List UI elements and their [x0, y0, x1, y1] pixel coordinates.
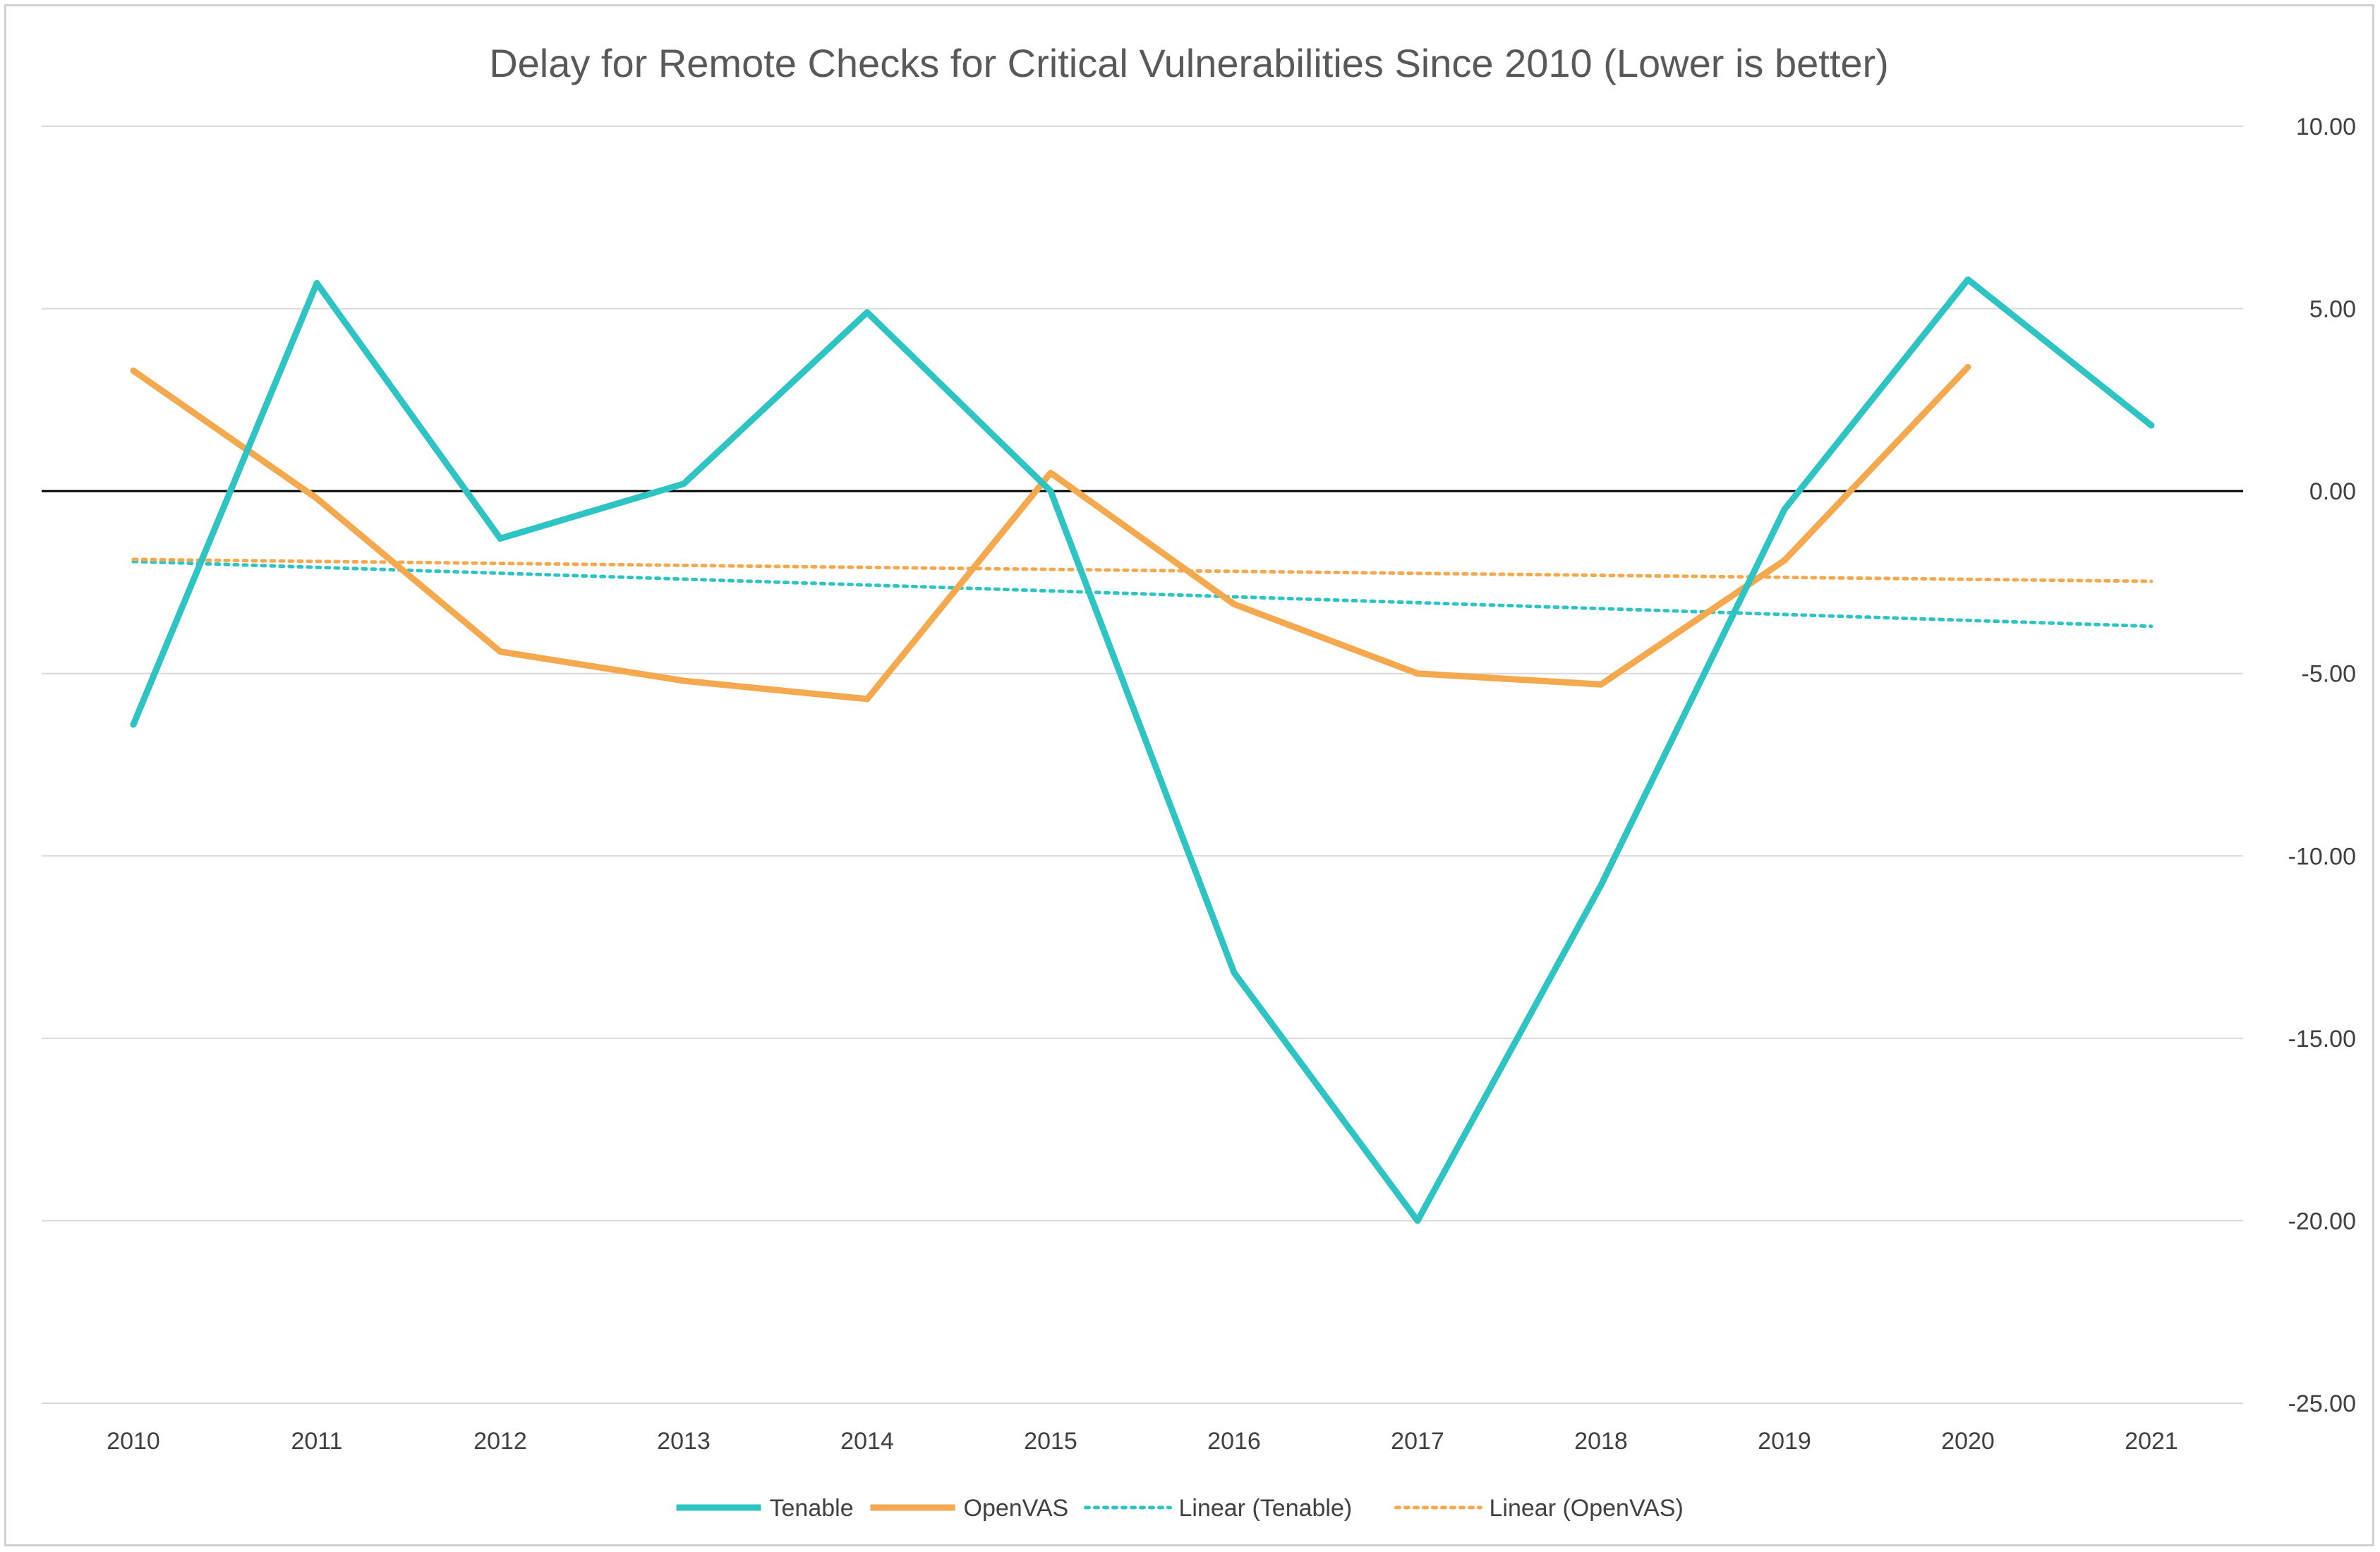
x-tick-label: 2014: [840, 1428, 894, 1455]
x-tick-label: 2010: [107, 1428, 160, 1455]
x-tick-label: 2021: [2125, 1428, 2178, 1455]
legend-label: Linear (Tenable): [1179, 1495, 1353, 1522]
trendline-openvas: [131, 557, 2154, 583]
gridlines: [42, 126, 2243, 1404]
x-tick-label: 2017: [1391, 1428, 1444, 1455]
series-line-openvas: [130, 363, 1971, 703]
x-tick-label: 2019: [1758, 1428, 1811, 1455]
x-tick-label: 2011: [291, 1428, 342, 1455]
chart-frame: Delay for Remote Checks for Critical Vul…: [4, 4, 2374, 1546]
x-tick-label: 2020: [1941, 1428, 1995, 1455]
x-axis-ticks: 2010 2011 2012 2013 2014 2015 2016 2017 2018 2019…: [107, 1428, 2178, 1455]
y-tick-label: 0.00: [2309, 478, 2356, 505]
y-tick-label: 10.00: [2296, 114, 2356, 140]
y-tick-label: -10.00: [2288, 843, 2356, 870]
x-tick-label: 2013: [657, 1428, 711, 1455]
x-tick-label: 2018: [1574, 1428, 1628, 1455]
y-tick-label: -25.00: [2288, 1390, 2356, 1417]
y-tick-label: -20.00: [2288, 1208, 2356, 1235]
x-tick-label: 2015: [1024, 1428, 1077, 1455]
line-chart: Delay for Remote Checks for Critical Vul…: [42, 41, 2356, 1522]
legend-label: Linear (OpenVAS): [1490, 1495, 1684, 1522]
x-tick-label: 2016: [1207, 1428, 1261, 1455]
y-tick-label: 5.00: [2309, 296, 2356, 323]
y-axis-ticks: 10.00 5.00 0.00 -5.00 -10.00 -15.00 -20.00 -25.…: [2288, 114, 2356, 1417]
series-group: [130, 276, 2155, 1224]
x-tick-label: 2012: [473, 1428, 527, 1455]
legend-label: Tenable: [770, 1495, 854, 1522]
y-tick-label: -15.00: [2288, 1026, 2356, 1053]
legend-label: OpenVAS: [964, 1495, 1069, 1522]
chart-title: Delay for Remote Checks for Critical Vul…: [489, 41, 1889, 85]
series-line-tenable: [130, 276, 2155, 1224]
y-tick-label: -5.00: [2302, 661, 2357, 688]
trendline-tenable: [131, 559, 2154, 629]
legend: Tenable OpenVAS Linear (Tenable) Linear (Op…: [676, 1495, 1684, 1522]
